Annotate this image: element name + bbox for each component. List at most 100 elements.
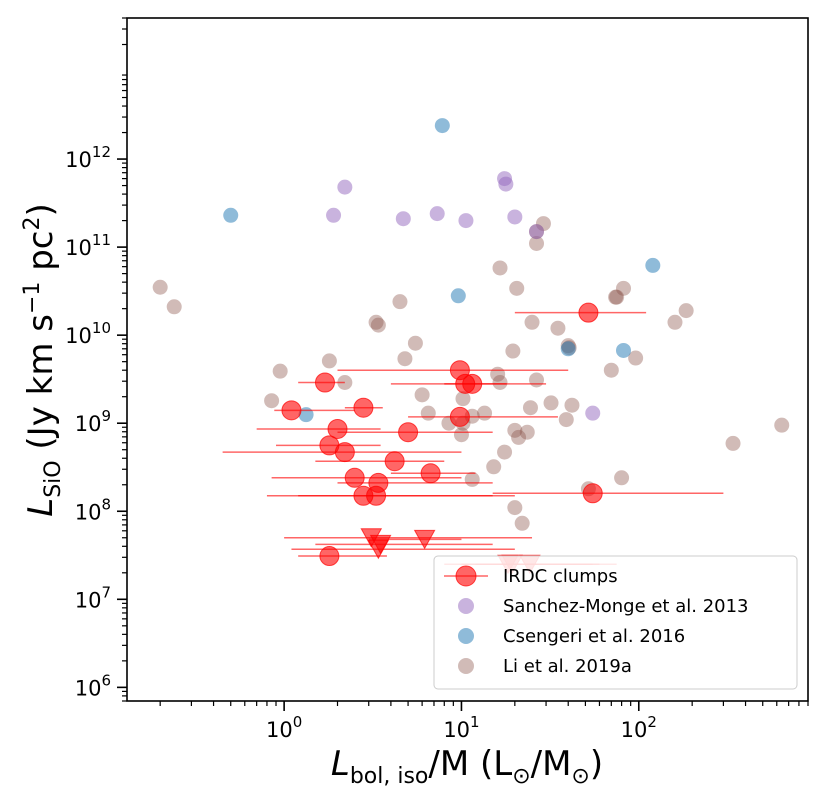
li-point	[464, 471, 480, 487]
sanchez-monge-point	[498, 176, 514, 192]
li-point	[492, 260, 508, 276]
li-point	[420, 405, 436, 421]
legend-label-irdc: IRDC clumps	[503, 566, 618, 587]
irdc-point	[462, 373, 483, 394]
li-point	[397, 351, 413, 367]
li-point	[725, 435, 741, 451]
li-point	[264, 393, 280, 409]
x-tick-label: 101	[443, 713, 479, 742]
legend-marker-irdc	[455, 565, 477, 587]
li-point	[616, 280, 632, 296]
sanchez-monge-point	[326, 207, 342, 223]
li-point	[477, 405, 493, 421]
csengeri-point	[616, 342, 632, 358]
sanchez-monge-point	[529, 224, 545, 240]
irdc-point	[281, 400, 302, 421]
li-point	[558, 412, 574, 428]
csengeri-point	[434, 118, 450, 134]
li-point	[550, 320, 566, 336]
li-point	[678, 303, 694, 319]
li-point	[667, 314, 683, 330]
li-point	[392, 294, 408, 310]
sanchez-monge-point	[507, 209, 523, 225]
irdc-point	[384, 451, 405, 472]
axis-ticks: 100 101 102 106 107 108 109 1010 1011 1012	[65, 17, 809, 742]
legend-marker-li	[458, 658, 474, 674]
li-point	[370, 317, 386, 333]
li-point	[608, 289, 624, 305]
legend-entry-sanchez-monge: Sanchez-Monge et al. 2013	[458, 596, 749, 617]
li-point	[507, 500, 523, 516]
csengeri-point	[223, 207, 239, 223]
li-point	[486, 459, 502, 475]
legend-label-csengeri: Csengeri et al. 2016	[503, 626, 685, 647]
li-point	[514, 515, 530, 531]
irdc-point	[398, 422, 419, 443]
irdc-upper-limit-marker	[413, 529, 436, 550]
li-point	[519, 424, 535, 440]
sanchez-monge-point	[458, 213, 474, 229]
li-point	[166, 299, 182, 315]
irdc-point	[319, 546, 340, 567]
y-tick-label: 106	[75, 671, 111, 700]
x-axis-title: Lbol, iso/M (L⊙/M⊙)	[331, 744, 603, 789]
csengeri-point	[645, 257, 661, 273]
li-point	[414, 387, 430, 403]
li-point	[505, 343, 521, 359]
legend-label-sanchez-monge: Sanchez-Monge et al. 2013	[503, 596, 749, 617]
li-point	[152, 279, 168, 295]
y-tick-label: 1010	[65, 319, 111, 348]
li-point	[614, 470, 630, 486]
irdc-point	[449, 406, 470, 427]
irdc-point	[420, 463, 441, 484]
li-point	[507, 422, 523, 438]
irdc-point	[353, 397, 374, 418]
sanchez-monge-point	[395, 211, 411, 227]
sanchez-monge-point	[337, 179, 353, 195]
li-point	[497, 444, 513, 460]
li-point	[272, 363, 288, 379]
legend-entry-li: Li et al. 2019a	[458, 656, 632, 677]
li-point	[609, 289, 625, 305]
irdc-point	[334, 442, 355, 463]
legend-label-li: Li et al. 2019a	[503, 656, 632, 677]
sanchez-monge-point	[585, 405, 601, 421]
li-point	[453, 427, 469, 443]
sanchez-monge-point	[429, 206, 445, 222]
li-point	[368, 314, 384, 330]
y-tick-label: 1012	[65, 143, 111, 172]
li-point	[509, 280, 525, 296]
y-tick-label: 107	[75, 583, 111, 612]
legend-entry-csengeri: Csengeri et al. 2016	[458, 626, 685, 647]
li-point	[522, 400, 538, 416]
data-points	[152, 118, 790, 575]
li-point	[603, 362, 619, 378]
li-point	[524, 314, 540, 330]
li-point	[492, 374, 508, 390]
li-point	[564, 397, 580, 413]
x-tick-label: 100	[266, 713, 302, 742]
csengeri-point	[450, 288, 466, 304]
li-point	[321, 353, 337, 369]
y-tick-label: 109	[75, 407, 111, 436]
li-point	[543, 395, 559, 411]
y-tick-label: 108	[75, 495, 111, 524]
irdc-point	[582, 483, 603, 504]
csengeri-point	[560, 341, 576, 357]
irdc-point	[327, 418, 348, 439]
irdc-point	[314, 372, 335, 393]
legend-marker-csengeri	[458, 628, 474, 644]
li-point	[407, 335, 423, 351]
li-point	[511, 429, 527, 445]
li-point	[455, 391, 471, 407]
x-tick-label: 102	[621, 713, 657, 742]
irdc-point	[368, 472, 389, 493]
irdc-point	[578, 302, 599, 323]
legend-entry-irdc: IRDC clumps	[444, 565, 618, 587]
li-point	[529, 235, 545, 251]
y-tick-label: 1011	[65, 231, 111, 260]
legend-marker-sanchez-monge	[458, 598, 474, 614]
irdc-point	[344, 467, 365, 488]
li-point	[774, 417, 790, 433]
